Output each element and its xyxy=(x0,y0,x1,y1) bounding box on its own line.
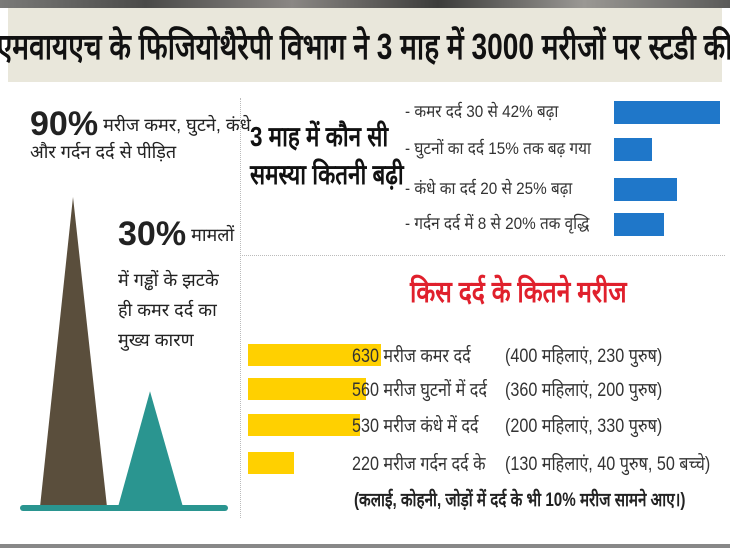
patient-label: 630 मरीज कमर दर्द xyxy=(352,346,471,367)
growth-bar xyxy=(614,101,720,124)
stat-90-text-2: और गर्दन दर्द से पीड़ित xyxy=(30,142,177,162)
growth-label: - घुटनों का दर्द 15% तक बढ़ गया xyxy=(405,139,591,158)
patient-bar xyxy=(248,344,381,366)
stat-90: 90% मरीज कमर, घुटने, कंधे xyxy=(30,107,251,141)
stat-30-text-4: मुख्य कारण xyxy=(118,330,194,350)
growth-title-line1: 3 माह में कौन सी xyxy=(250,121,389,152)
headline: एमवायएच के फिजियोथैरेपी विभाग ने 3 माह म… xyxy=(0,25,730,67)
stat-30-value: 30% xyxy=(118,215,187,253)
triangle-mark-90 xyxy=(40,197,107,507)
patient-breakdown: (200 महिलाएं, 330 पुरुष) xyxy=(505,416,663,437)
stat-90-text: मरीज कमर, घुटने, कंधे xyxy=(103,115,251,135)
triangle-chart xyxy=(20,197,228,511)
triangle-mark-30 xyxy=(118,391,183,507)
stat-30-text: मामलों xyxy=(191,225,235,245)
growth-chart-title: 3 माह में कौन सी समस्या कितनी बढ़ी xyxy=(250,118,404,194)
stat-90-value: 90% xyxy=(30,105,99,143)
baseline xyxy=(20,505,228,511)
headline-band: एमवायएच के फिजियोथैरेपी विभाग ने 3 माह म… xyxy=(0,8,730,82)
growth-bar xyxy=(614,213,665,236)
stat-30-text-3: ही कमर दर्द का xyxy=(118,300,217,320)
patient-breakdown: (400 महिलाएं, 230 पुरुष) xyxy=(505,346,663,367)
bottom-rule xyxy=(0,544,730,548)
patient-bar xyxy=(248,414,360,436)
patient-breakdown: (130 महिलाएं, 40 पुरुष, 50 बच्चे) xyxy=(505,454,711,475)
footnote: (कलाई, कोहनी, जोड़ों में दर्द के भी 10% … xyxy=(354,490,686,511)
patient-label: 530 मरीज कंधे में दर्द xyxy=(352,416,479,437)
stat-30-text-2: में गड्ढों के झटके xyxy=(118,270,219,290)
patient-label: 220 मरीज गर्दन दर्द के xyxy=(352,454,486,475)
patients-chart-title: किस दर्द के कितने मरीज xyxy=(410,276,627,309)
stat-30: 30% मामलों xyxy=(118,217,235,251)
growth-bar xyxy=(614,138,652,161)
growth-label: - कंधे का दर्द 20 से 25% बढ़ा xyxy=(405,179,573,198)
patient-bar xyxy=(248,378,367,400)
growth-bar xyxy=(614,178,678,201)
vertical-divider xyxy=(240,98,241,518)
header-photo-strip xyxy=(0,0,730,8)
growth-title-line2: समस्या कितनी बढ़ी xyxy=(250,159,404,190)
patient-bar xyxy=(248,452,295,474)
patient-breakdown: (360 महिलाएं, 200 पुरुष) xyxy=(505,380,663,401)
horizontal-divider xyxy=(240,255,725,256)
growth-label: - गर्दन दर्द में 8 से 20% तक वृद्धि xyxy=(405,214,590,233)
growth-label: - कमर दर्द 30 से 42% बढ़ा xyxy=(405,102,559,121)
patient-label: 560 मरीज घुटनों में दर्द xyxy=(352,380,487,401)
